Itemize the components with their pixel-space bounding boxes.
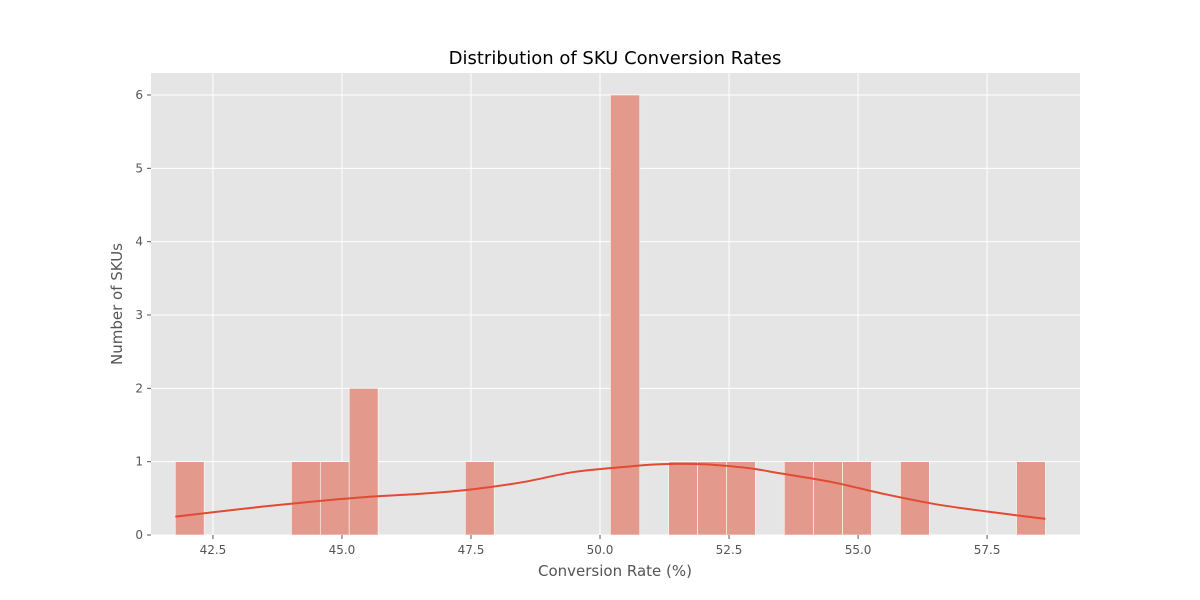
y-axis-label: Number of SKUs xyxy=(108,243,126,365)
y-tick-label: 0 xyxy=(135,528,143,542)
histogram-bar xyxy=(174,461,205,536)
histogram-bar xyxy=(842,461,872,536)
x-tick-label: 42.5 xyxy=(200,543,227,557)
x-tick-label: 45.0 xyxy=(329,543,356,557)
histogram-bar xyxy=(668,461,698,536)
chart-title: Distribution of SKU Conversion Rates xyxy=(449,48,782,69)
histogram-bar xyxy=(726,461,756,536)
histogram-bar xyxy=(783,461,814,536)
y-tick-label: 4 xyxy=(135,235,143,249)
y-tick-label: 1 xyxy=(135,455,143,469)
histogram-bar xyxy=(813,461,843,536)
histogram-bar xyxy=(610,94,641,536)
x-tick-label: 50.0 xyxy=(587,543,614,557)
x-axis-ticks: 42.5 45.0 47.5 50.0 52.5 55.0 57.5 xyxy=(200,535,1001,557)
y-tick-label: 2 xyxy=(135,381,143,395)
histogram-bars xyxy=(174,94,1046,536)
x-tick-label: 55.0 xyxy=(845,543,872,557)
x-tick-label: 47.5 xyxy=(458,543,485,557)
histogram-bar xyxy=(348,388,379,536)
x-tick-label: 57.5 xyxy=(974,543,1001,557)
y-tick-label: 5 xyxy=(135,161,143,175)
kde-curve xyxy=(175,462,1046,520)
y-tick-label: 3 xyxy=(135,308,143,322)
y-axis-ticks: 0 1 2 3 4 5 6 xyxy=(135,88,151,542)
histogram-bar xyxy=(1016,461,1046,536)
histogram-bar xyxy=(697,461,727,536)
histogram-bar xyxy=(291,461,321,536)
x-axis-label: Conversion Rate (%) xyxy=(538,562,692,580)
histogram-bar xyxy=(465,461,495,536)
y-tick-label: 6 xyxy=(135,88,143,102)
x-tick-label: 52.5 xyxy=(716,543,743,557)
